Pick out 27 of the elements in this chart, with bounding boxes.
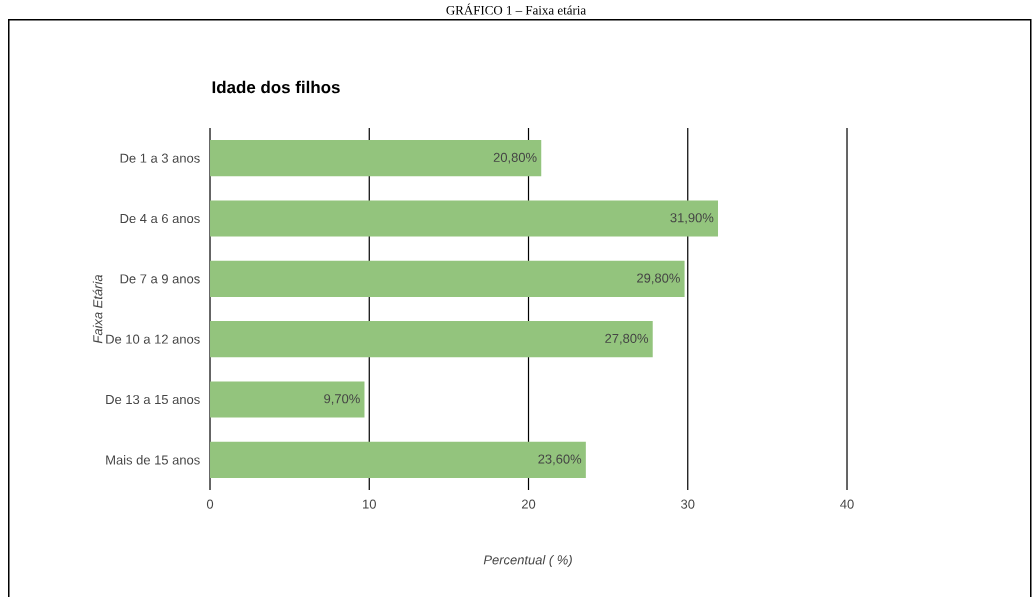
data-label: 9,70% (324, 394, 360, 405)
y-tick-label: De 1 a 3 anos (120, 153, 200, 163)
bar (210, 381, 365, 418)
y-tick-label: De 7 a 9 anos (120, 274, 200, 284)
x-tick-label: 40 (840, 499, 854, 509)
chart-title: GRÁFICO 1 – Faixa etária (446, 3, 586, 15)
data-label: 29,80% (637, 273, 680, 285)
x-axis-title: Percentual ( %) (483, 554, 572, 568)
x-tick-label: 30 (681, 499, 695, 509)
x-tick-label: 10 (363, 499, 376, 509)
y-tick-label: Mais de 15 anos (106, 455, 200, 465)
y-axis-title: Faixa Etária (92, 274, 103, 344)
y-tick-label: De 10 a 12 anos (106, 334, 200, 344)
data-label: 23,60% (538, 454, 582, 466)
x-tick-label: 20 (521, 499, 536, 509)
bar (210, 140, 542, 177)
chart-subtitle: Idade dos filhos (212, 80, 340, 94)
y-tick-label: De 4 a 6 anos (120, 213, 200, 224)
bar (210, 321, 653, 358)
x-tick-label: 0 (206, 499, 214, 509)
y-tick-label: De 13 a 15 anos (106, 394, 200, 405)
bar (210, 260, 685, 297)
data-label: 31,90% (670, 213, 714, 224)
bar (210, 200, 719, 237)
bar (210, 441, 586, 478)
data-label: 27,80% (605, 333, 649, 345)
data-label: 20,80% (493, 152, 537, 164)
